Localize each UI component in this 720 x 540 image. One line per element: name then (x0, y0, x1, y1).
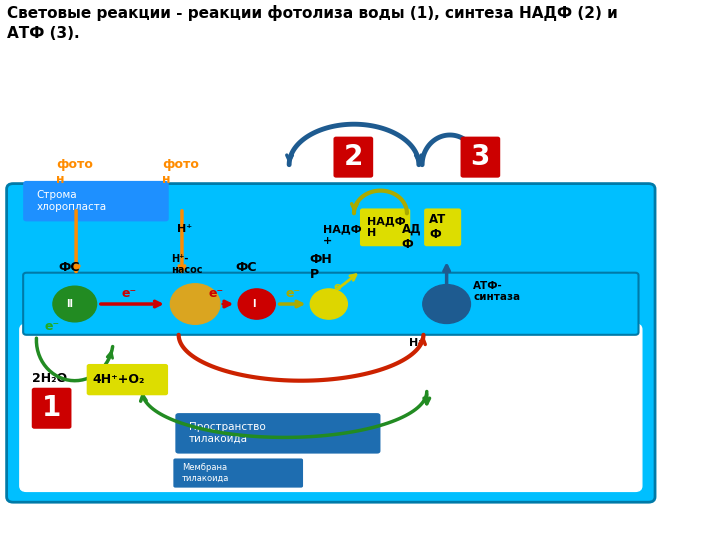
Text: 2: 2 (343, 143, 363, 171)
Text: АД
Ф: АД Ф (402, 222, 421, 251)
Text: H⁺: H⁺ (177, 225, 192, 234)
Text: e⁻: e⁻ (286, 287, 301, 300)
Text: фото
н: фото н (162, 158, 199, 186)
Text: НАДФ
+: НАДФ + (323, 224, 361, 246)
Circle shape (310, 289, 347, 319)
Text: НАДФ
Н: НАДФ Н (366, 217, 405, 238)
FancyBboxPatch shape (424, 208, 462, 246)
FancyBboxPatch shape (176, 413, 380, 454)
Text: H⁺-
насос: H⁺- насос (171, 254, 202, 275)
Text: I: I (252, 299, 256, 309)
Text: 2H₂O: 2H₂O (32, 372, 67, 384)
Text: 1: 1 (42, 394, 61, 422)
Text: ФН
Р: ФН Р (310, 253, 333, 281)
Text: 3: 3 (471, 143, 490, 171)
FancyBboxPatch shape (20, 324, 642, 491)
Circle shape (238, 289, 275, 319)
Text: H⁺: H⁺ (409, 338, 424, 348)
Text: ФС: ФС (58, 261, 80, 274)
Circle shape (53, 286, 96, 322)
Text: e⁻: e⁻ (333, 282, 347, 292)
FancyBboxPatch shape (174, 458, 303, 488)
FancyBboxPatch shape (23, 273, 639, 335)
Circle shape (423, 285, 470, 323)
Text: АТ
Ф: АТ Ф (429, 213, 446, 241)
Text: Световые реакции - реакции фотолиза воды (1), синтеза НАДФ (2) и
АТФ (3).: Световые реакции - реакции фотолиза воды… (6, 5, 617, 41)
Text: 4H⁺+O₂: 4H⁺+O₂ (93, 373, 145, 386)
FancyBboxPatch shape (360, 208, 410, 246)
Text: e⁻: e⁻ (208, 287, 223, 300)
Text: II: II (66, 299, 73, 309)
FancyBboxPatch shape (333, 137, 373, 178)
Text: Пространство
тилакоида: Пространство тилакоида (189, 422, 266, 444)
Text: Строма
хлоропласта: Строма хлоропласта (37, 190, 107, 212)
Text: АТФ-
синтаза: АТФ- синтаза (473, 281, 521, 302)
FancyBboxPatch shape (461, 137, 500, 178)
Text: ФС: ФС (235, 261, 256, 274)
FancyBboxPatch shape (23, 181, 168, 221)
Ellipse shape (171, 284, 220, 324)
FancyBboxPatch shape (32, 388, 71, 429)
Text: Мембрана
тилакоида: Мембрана тилакоида (182, 463, 230, 483)
Text: e⁻: e⁻ (121, 287, 136, 300)
FancyBboxPatch shape (6, 184, 655, 502)
Text: e⁻: e⁻ (45, 320, 60, 334)
FancyBboxPatch shape (86, 364, 168, 395)
Text: фото
н: фото н (56, 158, 93, 186)
